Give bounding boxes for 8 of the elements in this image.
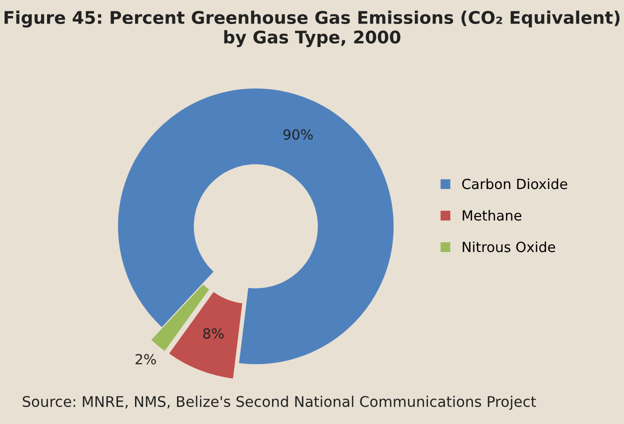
source-note: Source: MNRE, NMS, Belize's Second National Communications Project: [22, 396, 536, 410]
legend-label: Nitrous Oxide: [462, 241, 556, 252]
data-label: 2%: [136, 354, 156, 365]
data-label: 8%: [203, 328, 224, 339]
legend-label: Carbon Dioxide: [462, 178, 568, 190]
legend-label: Methane: [462, 210, 522, 221]
chart-title: Figure 45: Percent Greenhouse Gas Emissions (CO₂ Equivalent) by Gas Type, 2000: [4, 10, 620, 48]
data-label: 90%: [284, 129, 313, 140]
